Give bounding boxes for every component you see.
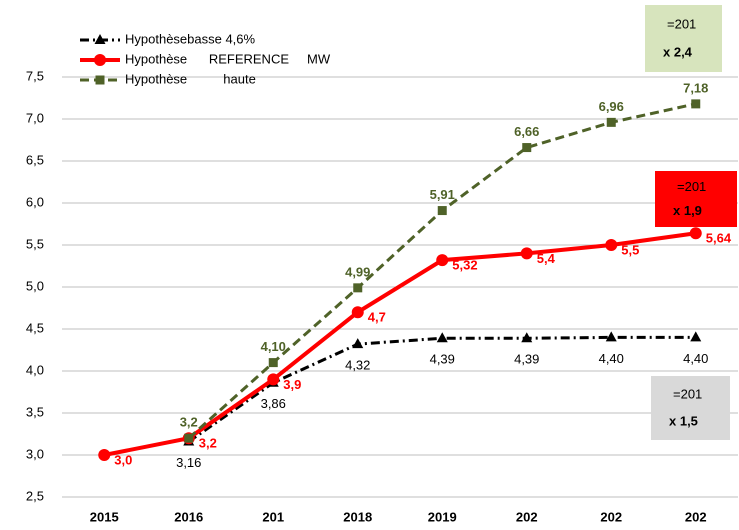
data-label: 5,4 bbox=[537, 251, 556, 266]
data-label: 3,2 bbox=[180, 415, 198, 430]
marker bbox=[520, 247, 533, 260]
annotation-text: =201 bbox=[667, 17, 696, 32]
legend-label: Hypothèsebasse 4,6% bbox=[125, 31, 256, 46]
annotation-sub: x 1,5 bbox=[669, 414, 698, 429]
data-label: 4,10 bbox=[261, 339, 286, 354]
marker bbox=[351, 306, 364, 319]
marker bbox=[605, 331, 617, 342]
x-tick-label: 2018 bbox=[343, 509, 372, 524]
y-tick-label: 5,0 bbox=[26, 278, 44, 293]
y-tick-label: 7,0 bbox=[26, 110, 44, 125]
data-label: 4,39 bbox=[514, 352, 539, 367]
marker bbox=[436, 332, 448, 343]
data-label: 4,7 bbox=[368, 310, 386, 325]
annotation-box bbox=[645, 5, 722, 72]
x-tick-label: 202 bbox=[685, 509, 707, 524]
y-tick-label: 6,5 bbox=[26, 152, 44, 167]
marker bbox=[606, 117, 616, 127]
marker bbox=[605, 239, 618, 251]
y-tick-label: 3,0 bbox=[26, 446, 44, 461]
y-tick-label: 4,5 bbox=[26, 320, 44, 335]
data-label: 3,0 bbox=[114, 452, 132, 467]
marker bbox=[691, 99, 701, 109]
x-tick-label: 2019 bbox=[428, 509, 457, 524]
marker bbox=[95, 75, 105, 85]
marker bbox=[522, 143, 532, 153]
x-tick-label: 202 bbox=[600, 509, 622, 524]
marker bbox=[267, 373, 280, 386]
marker bbox=[436, 254, 449, 267]
annotation-box bbox=[651, 376, 730, 440]
y-tick-label: 5,5 bbox=[26, 236, 44, 251]
marker bbox=[437, 206, 447, 216]
data-label: 5,5 bbox=[621, 242, 639, 257]
x-tick-label: 202 bbox=[516, 509, 538, 524]
data-label: 4,99 bbox=[345, 264, 370, 279]
y-tick-label: 3,5 bbox=[26, 404, 44, 419]
marker bbox=[690, 331, 702, 342]
legend-label: Hypothèse haute bbox=[125, 71, 256, 86]
legend-label: Hypothèse REFERENCE MW bbox=[125, 51, 331, 66]
marker bbox=[689, 227, 702, 240]
marker bbox=[98, 449, 111, 461]
marker bbox=[94, 34, 106, 44]
y-tick-label: 6,0 bbox=[26, 194, 44, 209]
data-label: 3,9 bbox=[283, 377, 301, 392]
annotation-text: =201 bbox=[677, 179, 706, 194]
data-label: 3,16 bbox=[176, 455, 201, 470]
data-label: 6,96 bbox=[599, 99, 624, 114]
x-tick-label: 2016 bbox=[174, 509, 203, 524]
series-line bbox=[103, 231, 697, 457]
data-label: 7,18 bbox=[683, 80, 708, 95]
data-label: 4,32 bbox=[345, 358, 370, 373]
data-label: 3,86 bbox=[261, 396, 286, 411]
annotation-text: =201 bbox=[673, 387, 702, 402]
data-label: 6,66 bbox=[514, 124, 539, 139]
data-label: 4,39 bbox=[430, 352, 455, 367]
marker bbox=[353, 283, 363, 293]
annotation-sub: x 1,9 bbox=[673, 203, 702, 218]
data-label: 5,91 bbox=[430, 187, 455, 202]
marker bbox=[268, 358, 278, 368]
x-tick-label: 2015 bbox=[90, 509, 119, 524]
data-label: 3,2 bbox=[199, 436, 217, 451]
y-tick-label: 2,5 bbox=[26, 488, 44, 503]
data-label: 4,40 bbox=[599, 351, 624, 366]
annotation-box bbox=[655, 171, 737, 227]
data-label: 5,32 bbox=[452, 258, 477, 273]
data-label: 4,40 bbox=[683, 351, 708, 366]
marker bbox=[521, 332, 533, 343]
marker bbox=[184, 433, 194, 443]
y-tick-label: 4,0 bbox=[26, 362, 44, 377]
annotation-sub: x 2,4 bbox=[663, 45, 693, 60]
x-tick-label: 201 bbox=[262, 509, 284, 524]
marker bbox=[352, 338, 364, 349]
y-tick-label: 7,5 bbox=[26, 68, 44, 83]
marker bbox=[94, 54, 106, 66]
data-label: 5,64 bbox=[706, 231, 732, 246]
